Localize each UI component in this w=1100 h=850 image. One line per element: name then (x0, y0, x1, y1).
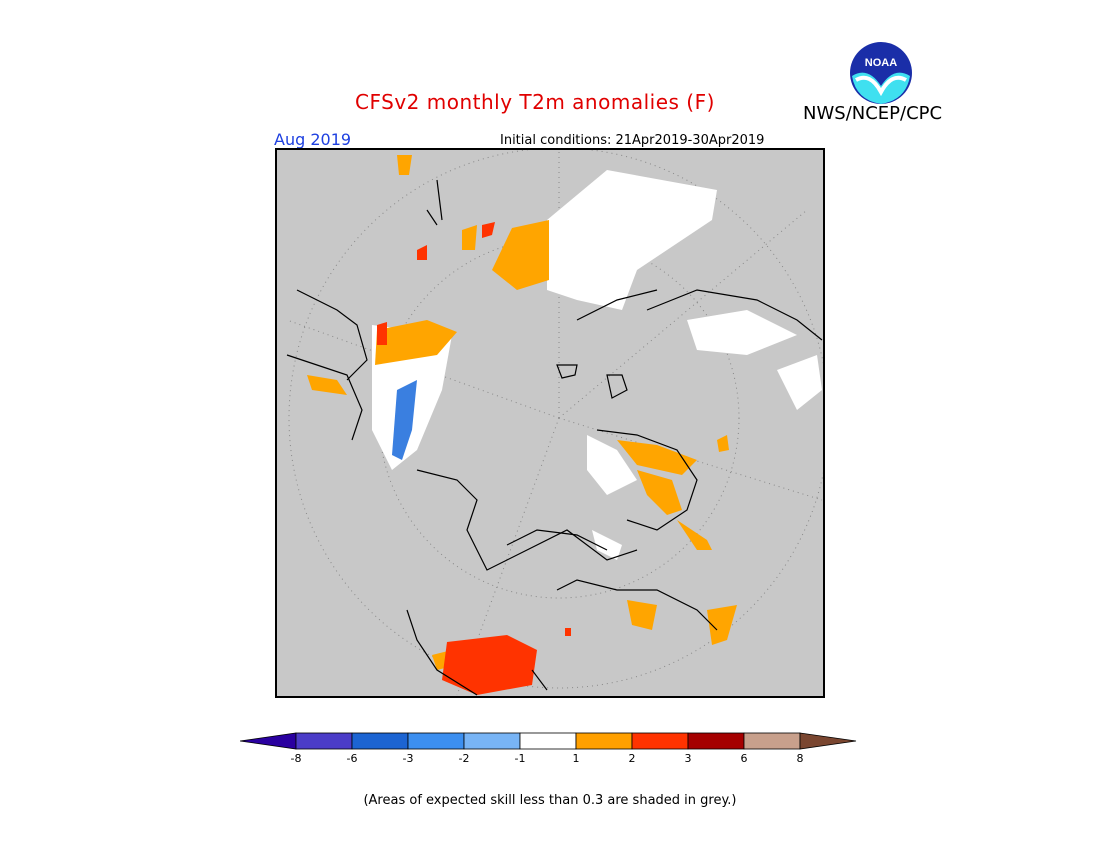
legend-swatch (351, 732, 409, 750)
legend-swatch (463, 732, 521, 750)
legend-label: 2 (628, 752, 636, 765)
legend-swatch (631, 732, 689, 750)
polar-map (275, 148, 825, 698)
coastlines (286, 179, 823, 696)
legend-label: 6 (740, 752, 748, 765)
strong-above-normal-regions (377, 222, 571, 695)
legend-label: -1 (514, 752, 526, 765)
legend-label: 1 (572, 752, 580, 765)
legend-swatch (743, 732, 801, 750)
forecast-month: Aug 2019 (274, 130, 352, 149)
legend-swatch (519, 732, 577, 750)
legend-label: -8 (290, 752, 302, 765)
legend-swatch (407, 732, 465, 750)
logo-text: NOAA (865, 57, 897, 69)
map-title: CFSv2 monthly T2m anomalies (F) (355, 90, 715, 114)
legend-swatch (687, 732, 745, 750)
legend-swatch (295, 732, 353, 750)
legend-label: 3 (684, 752, 692, 765)
legend-label: -3 (402, 752, 414, 765)
initial-conditions: Initial conditions: 21Apr2019-30Apr2019 (500, 133, 765, 148)
legend-swatch (799, 732, 857, 750)
color-legend-bar (239, 732, 857, 750)
color-legend (239, 730, 860, 756)
skill-footnote: (Areas of expected skill less than 0.3 a… (363, 793, 737, 808)
legend-label: 8 (796, 752, 804, 765)
legend-label: -6 (346, 752, 358, 765)
agency-label: NWS/NCEP/CPC (803, 103, 943, 124)
legend-swatch (575, 732, 633, 750)
legend-swatch (239, 732, 297, 750)
above-normal-regions (307, 155, 737, 670)
legend-label: -2 (458, 752, 470, 765)
near-normal-regions (372, 170, 822, 560)
noaa-logo: NOAA (848, 40, 914, 110)
below-normal-regions (392, 380, 417, 460)
